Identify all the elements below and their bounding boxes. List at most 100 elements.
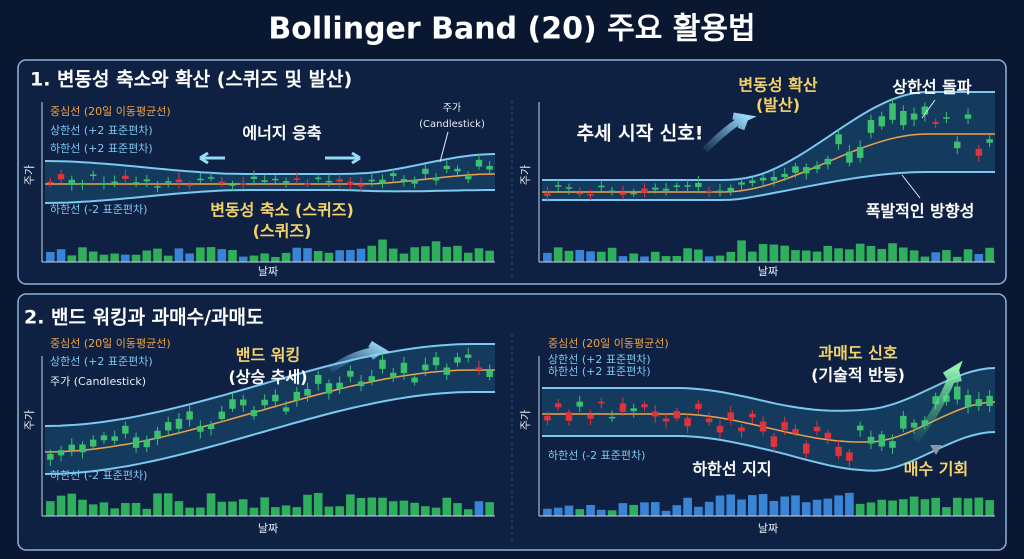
arrow <box>930 445 942 455</box>
candle-body <box>111 181 118 184</box>
volume-bar <box>78 247 87 262</box>
candle-body <box>727 187 734 192</box>
candle-body <box>90 174 97 177</box>
volume-bar <box>56 249 66 262</box>
legend-entry: 상한선 (+2 표준편차) <box>548 353 651 366</box>
candle-body <box>781 421 788 430</box>
candle-body <box>673 411 681 419</box>
candle-body <box>261 399 268 406</box>
candle-body <box>132 182 140 184</box>
candle-body <box>889 441 896 448</box>
arrow <box>325 151 361 165</box>
candle-body <box>835 134 842 145</box>
volume-bar <box>378 497 387 516</box>
candle-body <box>379 359 386 369</box>
y-axis-label: 주가 <box>23 410 36 430</box>
x-axis-label: 날짜 <box>258 522 278 535</box>
volume-bar <box>99 254 109 262</box>
candle-body <box>465 176 472 180</box>
volume-bar <box>281 252 291 262</box>
candle-body <box>90 439 97 447</box>
volume-bar <box>985 500 994 516</box>
candle-body <box>587 415 594 419</box>
candle-body <box>282 407 290 412</box>
candle-body <box>175 179 183 183</box>
candle-body <box>846 452 853 461</box>
volume-bar <box>899 499 908 516</box>
volume-bar <box>801 502 811 516</box>
volume-bar <box>704 256 714 262</box>
candle-body <box>261 180 268 182</box>
candle-body <box>293 391 300 401</box>
volume-bar <box>823 498 833 516</box>
candle-body <box>165 181 172 183</box>
candle-body <box>57 450 65 456</box>
candle-body <box>357 381 365 387</box>
volume-bar <box>769 500 779 516</box>
candle-body <box>835 446 842 456</box>
candle-body <box>143 439 150 448</box>
charts <box>41 91 996 517</box>
volume-bar <box>421 506 430 516</box>
candle-body <box>197 178 204 181</box>
volume-bar <box>163 493 173 516</box>
volume-bar <box>963 498 973 516</box>
candle-body <box>759 177 767 181</box>
upper-band <box>44 343 495 427</box>
volume-bar <box>217 249 227 262</box>
volume-bar <box>629 504 638 516</box>
annotation: (Candlestick) <box>419 119 485 130</box>
volume-bar <box>888 243 897 262</box>
volume-bar <box>153 248 162 262</box>
candle-body <box>143 179 150 182</box>
candle-body <box>229 184 236 186</box>
candle-body <box>598 185 605 188</box>
volume-bar <box>942 507 951 516</box>
candle-body <box>165 422 172 431</box>
panel: 중심선 (20일 이동평균선) 상한선 (+2 표준편차) 하한선 (+2 표준… <box>519 336 968 535</box>
volume-bar <box>586 251 595 262</box>
candle-body <box>652 187 659 190</box>
volume-bar <box>78 499 87 516</box>
annotation: 변동성 축소 (스퀴즈) <box>210 201 354 220</box>
volume-bar <box>463 509 473 516</box>
volume-bar <box>88 251 98 262</box>
volume-bar <box>769 244 779 262</box>
volume-bar <box>801 250 811 262</box>
volume-bar <box>324 252 334 262</box>
volume-bar <box>335 506 344 516</box>
candle-body <box>304 389 311 396</box>
candle-body <box>727 412 734 421</box>
candle-body <box>705 418 713 423</box>
volume-bar <box>399 253 409 262</box>
volume-bar <box>174 501 184 516</box>
volume-bar <box>683 497 692 516</box>
volume-bar <box>694 249 703 262</box>
volume-bar <box>586 504 595 516</box>
lower-band <box>542 171 995 201</box>
candle-body <box>921 106 929 115</box>
volume-bar <box>303 494 312 516</box>
candle-body <box>315 374 322 384</box>
candle-body <box>608 416 616 419</box>
candle-body <box>662 188 670 191</box>
candle-body <box>770 436 778 447</box>
candle-body <box>900 415 907 429</box>
volume-bar <box>206 247 216 262</box>
candle-body <box>240 183 247 185</box>
volume-bar <box>726 251 736 262</box>
candle-body <box>652 411 659 417</box>
volume-bar <box>485 502 494 516</box>
candle-body <box>878 434 885 447</box>
volume-bar <box>313 250 323 262</box>
volume-bar <box>650 251 660 262</box>
candle-body <box>954 386 961 400</box>
candle-body <box>57 174 65 180</box>
volume-bar <box>121 254 130 262</box>
volume-bar <box>367 497 377 516</box>
candle-body <box>347 370 354 377</box>
candle-body <box>565 412 573 421</box>
volume-bar <box>607 247 617 262</box>
volume-bar <box>758 244 768 262</box>
candle-body <box>454 357 461 363</box>
